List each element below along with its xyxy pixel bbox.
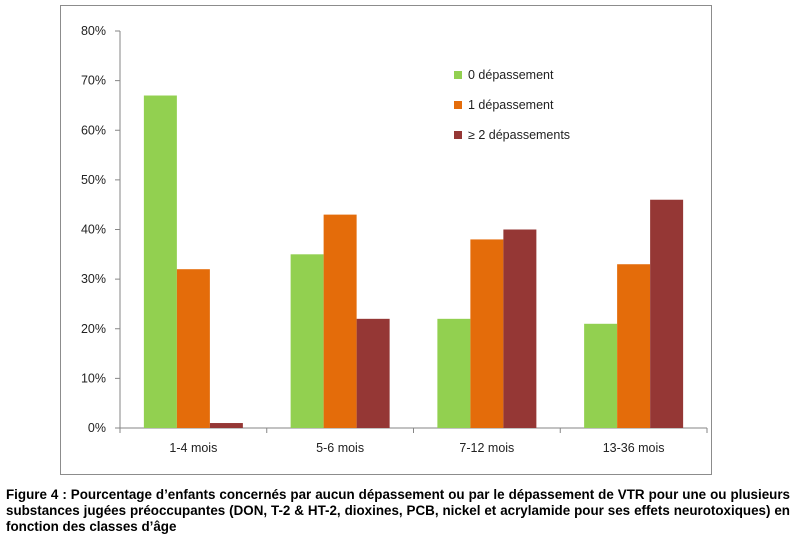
x-tick-label: 7-12 mois (459, 441, 514, 455)
bar (290, 254, 324, 428)
legend-swatch (454, 131, 462, 139)
legend-swatch (454, 71, 462, 79)
legend-label: 1 dépassement (468, 98, 554, 112)
figure-caption: Figure 4 : Pourcentage d’enfants concern… (6, 487, 790, 534)
bar (176, 269, 210, 428)
bar (437, 318, 471, 428)
bar (323, 214, 357, 428)
bar (617, 264, 651, 428)
legend-label: ≥ 2 dépassements (468, 128, 570, 142)
legend-label: 0 dépassement (468, 68, 554, 82)
y-tick-label: 50% (81, 173, 106, 187)
bar (143, 95, 177, 428)
legend-swatch (454, 101, 462, 109)
x-tick-label: 13-36 mois (603, 441, 665, 455)
y-tick-label: 80% (81, 24, 106, 38)
bar-chart: 0% 10% 20% 30% 40% 50% 60% 70% 80% 1-4 mois 5-6 mo… (81, 24, 708, 455)
y-tick-label: 30% (81, 272, 106, 286)
bar (209, 423, 243, 428)
bar (470, 239, 504, 428)
y-tick-label: 10% (81, 371, 106, 385)
bar (584, 323, 618, 428)
x-tick-label: 5-6 mois (316, 441, 364, 455)
bar (503, 229, 537, 428)
bar (650, 199, 684, 428)
y-tick-label: 0% (88, 421, 106, 435)
y-tick-label: 60% (81, 123, 106, 137)
y-tick-label: 70% (81, 74, 106, 88)
x-tick-label: 1-4 mois (169, 441, 217, 455)
y-tick-label: 20% (81, 322, 106, 336)
y-tick-label: 40% (81, 223, 106, 237)
bar (356, 318, 390, 428)
